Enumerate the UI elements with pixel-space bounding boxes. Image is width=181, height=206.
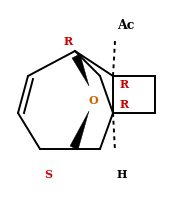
Text: O: O <box>88 94 98 105</box>
Text: S: S <box>44 168 52 179</box>
Polygon shape <box>70 111 89 150</box>
Polygon shape <box>72 55 89 87</box>
Text: R: R <box>63 36 73 47</box>
Text: R: R <box>120 98 129 109</box>
Text: Ac: Ac <box>117 19 134 32</box>
Text: R: R <box>120 79 129 90</box>
Text: H: H <box>117 168 127 179</box>
